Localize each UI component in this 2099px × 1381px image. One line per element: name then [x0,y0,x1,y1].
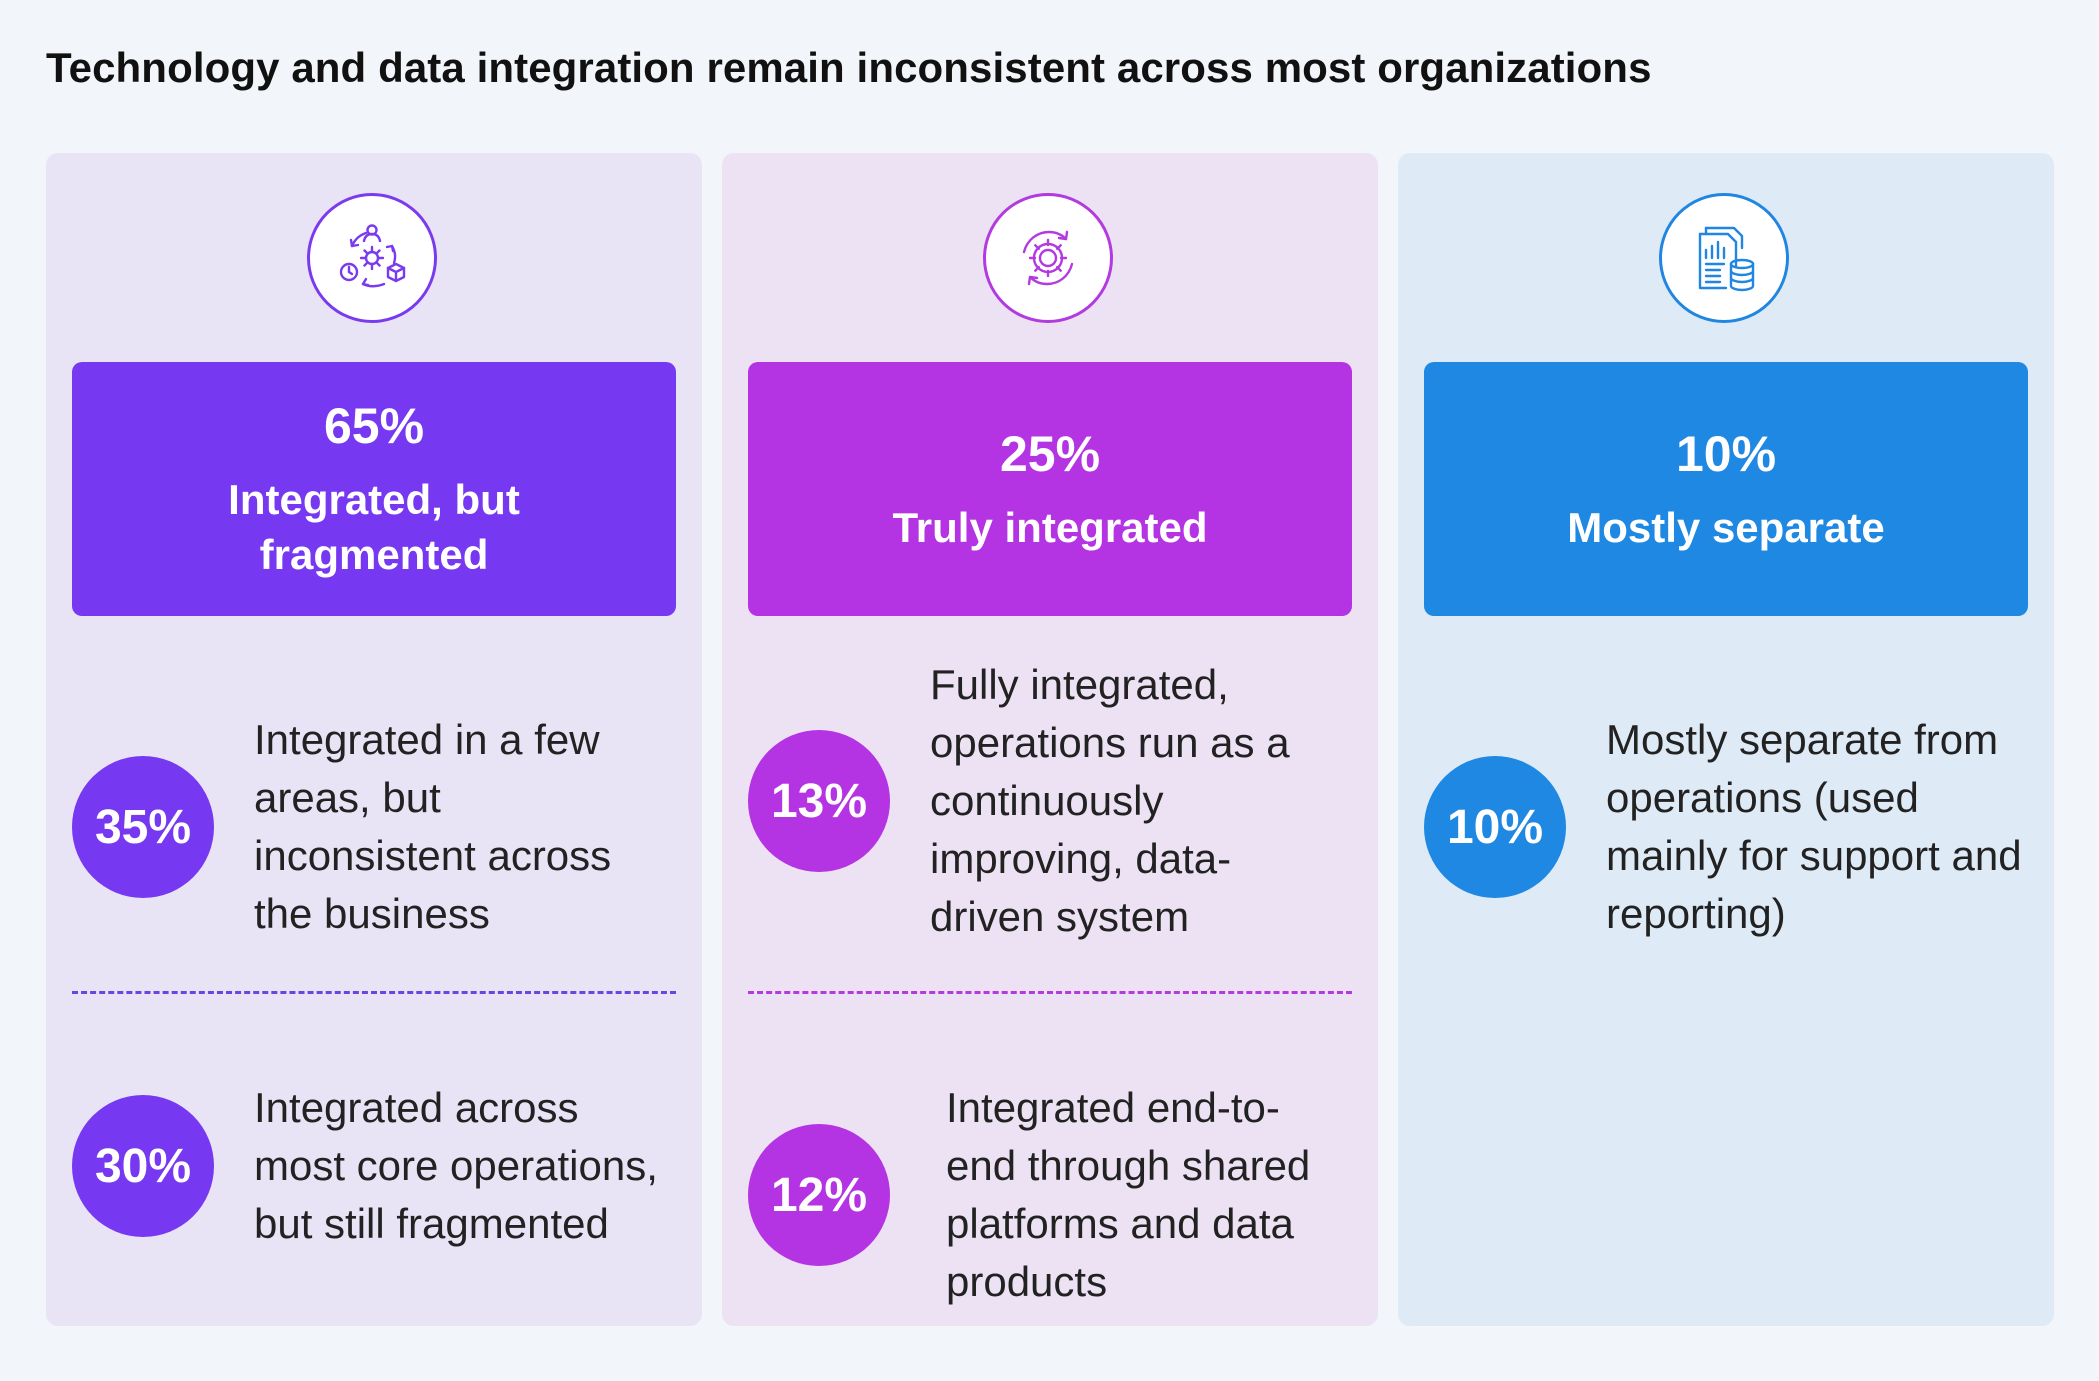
item-description: Fully integrated, operations run as a co… [930,661,1290,940]
list-item: 10% Mostly separate from operations (use… [1424,711,2034,943]
item-description: Mostly separate from operations (used ma… [1606,716,2022,937]
percent-bubble: 35% [72,756,214,898]
item-description: Integrated across most core operations, … [254,1084,658,1247]
percent-bubble: 13% [748,730,890,872]
document-database-icon [1659,193,1789,323]
header-label: Integrated, but fragmented [228,476,520,578]
header-percent: 65% [323,398,425,454]
header-card: 25% Truly integrated [748,362,1352,616]
list-item: 30% Integrated across most core operatio… [72,1079,682,1253]
header-card: 10% Mostly separate [1424,362,2028,616]
dashed-divider [748,991,1352,994]
header-label: Mostly separate [1567,503,1885,551]
gear-refresh-icon [983,193,1113,323]
percent-bubble: 10% [1424,756,1566,898]
percent-bubble: 30% [72,1095,214,1237]
column-integrated-but-fragmented: 65% Integrated, but fragmented 35% Integ… [46,153,702,1326]
header-percent: 25% [999,425,1101,482]
page-title: Technology and data integration remain i… [46,44,1652,91]
list-item: 13% Fully integrated, operations run as … [748,656,1358,946]
gears-cycle-icon [307,193,437,323]
list-item: 12% Integrated end-to-end through shared… [748,1079,1358,1311]
header-percent: 10% [1675,425,1777,482]
column-truly-integrated: 25% Truly integrated 13% Fully integrate… [722,153,1378,1326]
percent-bubble: 12% [748,1124,890,1266]
header-label: Truly integrated [892,503,1208,551]
dashed-divider [72,991,676,994]
item-description: Integrated in a few areas, but inconsist… [254,716,612,937]
column-mostly-separate: 10% Mostly separate 10% Mostly separate … [1398,153,2054,1326]
header-card: 65% Integrated, but fragmented [72,362,676,616]
list-item: 35% Integrated in a few areas, but incon… [72,711,682,943]
item-description: Integrated end-to-end through shared pla… [946,1084,1311,1305]
